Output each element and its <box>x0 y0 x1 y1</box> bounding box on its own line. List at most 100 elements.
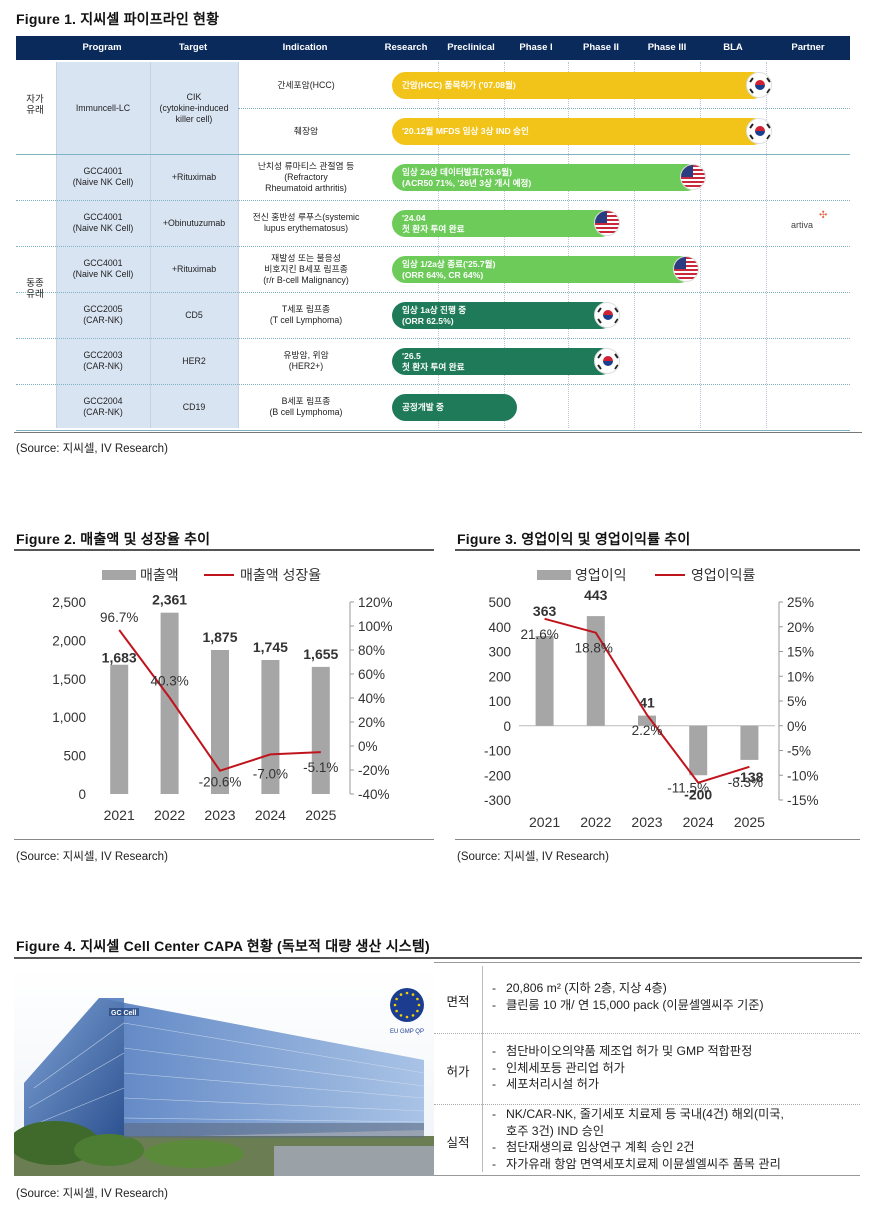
header-program: Program <box>82 42 122 53</box>
right-axis-tick: 20% <box>787 620 814 635</box>
header-phase1: Phase I <box>519 42 553 53</box>
progress-bar: '20.12월 MFDS 임상 3상 IND 승인 <box>392 118 766 145</box>
legend-bar-label: 영업이익 <box>575 567 627 583</box>
header-research: Research <box>384 42 428 53</box>
building-sign: GC Cell <box>111 1010 136 1017</box>
header-target: Target <box>178 42 208 53</box>
usa-flag-icon <box>673 256 700 282</box>
right-axis-tick: -20% <box>358 763 390 778</box>
right-axis-tick: 40% <box>358 691 385 706</box>
left-axis-tick: -100 <box>484 744 511 759</box>
capa-key-record: 실적 <box>446 1136 470 1150</box>
capa-row-area: 면적 -20,806 m² (지하 2층, 지상 4층) - 클린룸 10 개/ … <box>434 962 860 1033</box>
header-indication: Indication <box>282 42 328 53</box>
fig2-top-rule <box>14 549 434 551</box>
stage-divider <box>504 62 505 428</box>
sales-chart: 매출액 매출액 성장율 0 500 1,000 1,500 2,000 2,500 -40% -2… <box>14 555 434 835</box>
stage-divider <box>766 62 767 428</box>
right-axis-tick: 100% <box>358 619 393 634</box>
target-cell: CD5 <box>185 309 203 320</box>
row-divider <box>16 384 850 385</box>
left-axis-tick: 300 <box>488 645 511 660</box>
progress-bar: 임상 1a상 진행 중 (ORR 62.5%) <box>392 302 615 329</box>
x-axis-tick: 2024 <box>255 807 286 823</box>
indication-cell: 췌장암 <box>293 125 319 136</box>
target-cell: +Rituximab <box>171 171 217 182</box>
capa-item: - 클린룸 10 개/ 연 15,000 pack (이뮨셀엘씨주 기준) <box>492 997 764 1012</box>
bar <box>110 664 129 794</box>
group-allogeneic: 동종 유래 <box>26 278 44 300</box>
progress-bar: 간암(HCC) 품목허가 ('07.08월) <box>392 72 766 99</box>
capa-top-border <box>434 962 860 963</box>
left-axis-tick: 0 <box>78 787 86 802</box>
usa-flag-icon <box>594 210 621 236</box>
program-cell: GCC2005 (CAR-NK) <box>83 304 123 325</box>
x-axis-tick: 2022 <box>580 814 611 830</box>
stage-divider <box>634 62 635 428</box>
program-col-bg <box>56 62 238 428</box>
right-axis-tick: 0% <box>787 719 807 734</box>
fig3-title: Figure 3. 영업이익 및 영업이익률 추이 <box>457 531 691 547</box>
capa-item: 호주 3건) IND 승인 <box>506 1123 605 1138</box>
progress-bar: 임상 2a상 데이터발표('26.6월) (ACR50 71%, '26년 3상… <box>392 164 700 191</box>
chart-svg: 매출액 매출액 성장율 0 500 1,000 1,500 2,000 2,500 -40% -2… <box>52 567 393 823</box>
bar-value-label: 41 <box>639 695 655 711</box>
row-divider <box>16 246 850 247</box>
right-axis-tick: 120% <box>358 595 393 610</box>
fig3-source: (Source: 지씨셀, IV Research) <box>457 851 609 863</box>
left-axis-tick: 400 <box>488 620 511 635</box>
capa-vertical-divider <box>482 966 483 1172</box>
chart-svg: 영업이익 영업이익률 -300 -200 -100 0 100 200 300 400 500 -15… <box>484 567 819 830</box>
header-phase3: Phase III <box>647 42 687 53</box>
right-axis-tick: -15% <box>787 793 819 808</box>
capa-key-area: 면적 <box>446 995 470 1009</box>
program-cell: GCC2003 (CAR-NK) <box>83 350 123 371</box>
header-phase2: Phase II <box>583 42 619 53</box>
right-axis-tick: -40% <box>358 787 390 802</box>
line-value-label: -7.0% <box>253 766 288 781</box>
progress-bar: 임상 1/2a상 종료('25.7월) (ORR 64%, CR 64%) <box>392 256 694 283</box>
line-value-label: 40.3% <box>150 674 188 689</box>
target-cell: CIK (cytokine-induced killer cell) <box>159 91 229 124</box>
left-axis-tick: 1,000 <box>52 710 86 725</box>
bar <box>211 650 229 794</box>
operating-profit-chart: 영업이익 영업이익률 -300 -200 -100 0 100 200 300 400 500 -15… <box>455 555 860 835</box>
legend-bar-label: 매출액 <box>140 567 179 583</box>
bar-value-label: -200 <box>684 786 712 802</box>
bar <box>586 616 605 726</box>
stage-divider <box>700 62 701 428</box>
col-divider <box>150 62 151 428</box>
line-value-label: -5.1% <box>303 760 338 775</box>
bar-value-label: 2,361 <box>152 592 187 608</box>
legend-line-label: 매출액 성장율 <box>240 567 321 583</box>
line-value-label: 21.6% <box>520 627 558 642</box>
indication-cell: T세포 림프종 (T cell Lymphoma) <box>269 304 343 325</box>
indication-cell: 유방암, 위암 (HER2+) <box>283 350 329 371</box>
program-cell: GCC4001 (Naive NK Cell) <box>72 258 134 279</box>
x-axis-tick: 2025 <box>305 807 336 823</box>
badge-text: EU GMP QP <box>390 1029 424 1035</box>
x-axis-tick: 2021 <box>104 807 135 823</box>
indication-cell: 간세포암(HCC) <box>277 79 335 90</box>
capa-divider-1 <box>434 1033 860 1034</box>
program-cell: Immuncell-LC <box>75 102 131 113</box>
header-bla: BLA <box>723 42 743 53</box>
eu-stars-icon <box>393 991 421 1019</box>
line-value-label: 96.7% <box>100 610 138 625</box>
right-axis-tick: 0% <box>358 739 378 754</box>
capa-item: - 첨단재생의료 임상연구 계획 승인 2건 <box>492 1140 695 1154</box>
progress-bar: '26.5 첫 환자 투여 완료 <box>392 348 615 375</box>
bar <box>261 659 280 794</box>
left-axis-tick: 200 <box>488 669 511 684</box>
right-axis-tick: 25% <box>787 595 814 610</box>
target-cell: CD19 <box>182 401 206 412</box>
bar-value-label: 1,683 <box>102 650 137 666</box>
bar-value-label: 1,875 <box>202 629 237 645</box>
capa-items-license: - 첨단바이오의약품 제조업 허가 및 GMP 적합판정 - 인체세포등 관리업 허… <box>492 1043 752 1093</box>
capa-item: - 첨단바이오의약품 제조업 허가 및 GMP 적합판정 <box>492 1044 753 1058</box>
right-axis-tick: -5% <box>787 744 811 759</box>
artiva-logo-icon: ✣ <box>819 210 828 221</box>
korea-flag-icon <box>746 72 772 98</box>
indication-cell: 난치성 류마티스 관절염 등 (Refractory Rheumatoid ar… <box>257 160 355 193</box>
indication-cell: 재발성 또는 불응성 비호지킨 B세포 림프종 (r/r B-cell Mali… <box>263 252 349 285</box>
